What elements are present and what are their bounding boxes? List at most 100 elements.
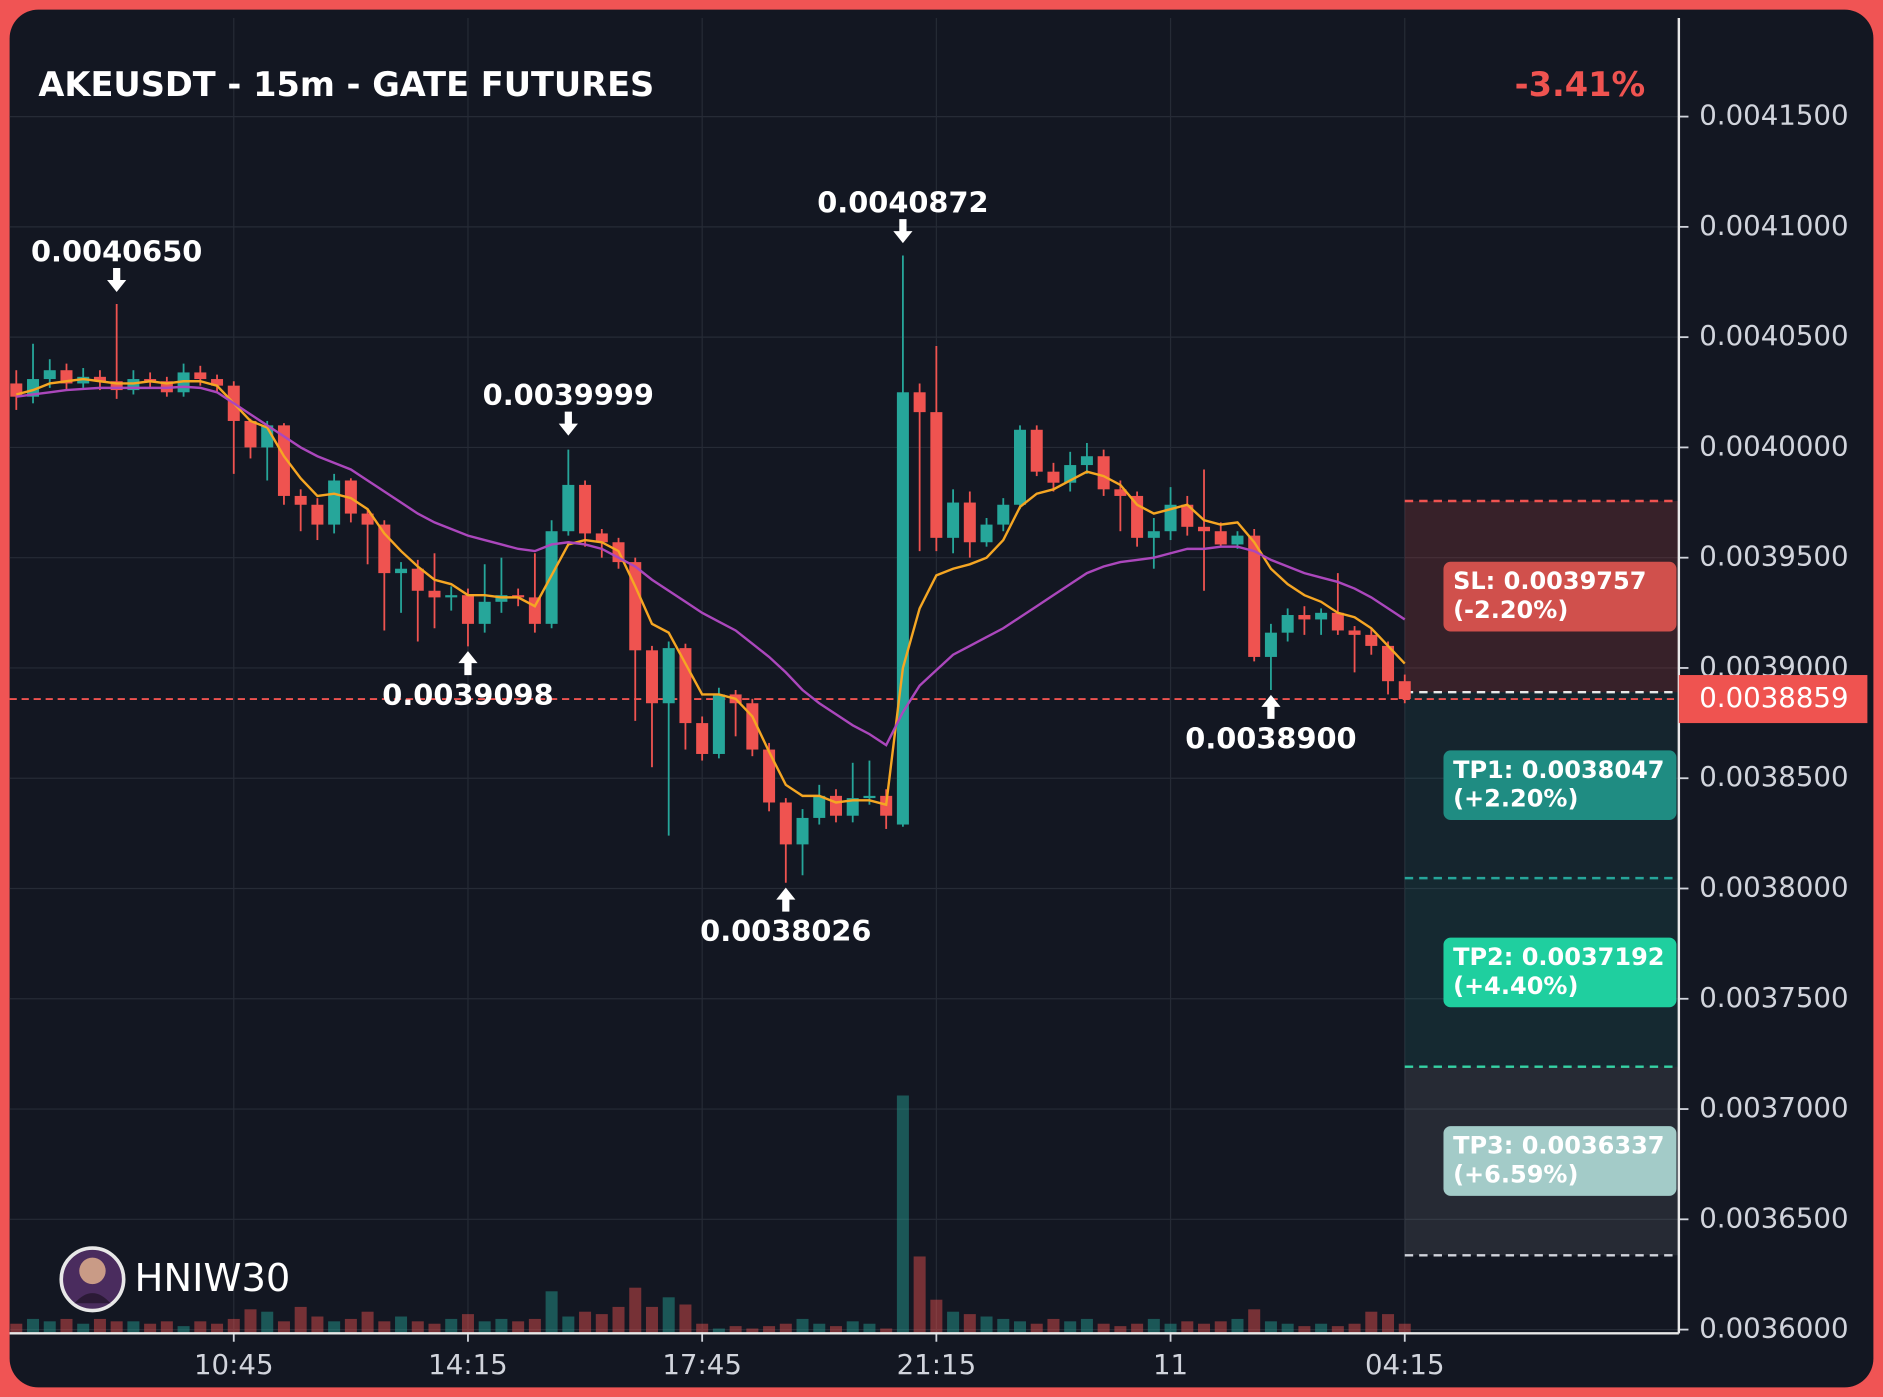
volume-bar: [1281, 1323, 1294, 1334]
candle-body: [896, 392, 909, 825]
candle-body: [1114, 489, 1127, 496]
candle-body: [712, 694, 725, 754]
x-tick-label: 11: [1153, 1348, 1188, 1381]
volume-bar: [1181, 1321, 1194, 1334]
candle-body: [244, 420, 257, 448]
x-tick-label: 10:45: [194, 1348, 274, 1381]
volume-bar: [1315, 1323, 1328, 1334]
candle-body: [1298, 615, 1311, 620]
volume-bar: [1214, 1321, 1227, 1334]
volume-bar: [545, 1291, 558, 1334]
candle-body: [579, 484, 592, 534]
candle-body: [1281, 615, 1294, 633]
volume-bar: [1080, 1318, 1093, 1334]
annotation-label: 0.0040872: [817, 186, 988, 220]
annotation-label: 0.0039098: [382, 678, 553, 712]
annotation-label: 0.0038900: [1185, 721, 1356, 755]
volume-bar: [311, 1316, 324, 1334]
candle-body: [43, 370, 56, 380]
candle-body: [461, 595, 474, 624]
candle-body: [1331, 612, 1344, 631]
level-box: [1443, 561, 1677, 632]
volume-bar: [1298, 1326, 1311, 1334]
volume-bar: [177, 1326, 190, 1334]
annotation-arrow: [107, 268, 127, 293]
y-tick-label: 0.0037000: [1699, 1091, 1848, 1124]
volume-bar: [1013, 1321, 1027, 1334]
candle-body: [963, 502, 976, 543]
volume-bar: [1164, 1323, 1177, 1334]
annotation-label: 0.0040650: [31, 235, 202, 269]
level-label: TP1: 0.0038047: [1453, 756, 1664, 784]
volume-bar: [461, 1314, 474, 1334]
annotation-arrow: [893, 219, 913, 244]
volume-bar: [579, 1311, 592, 1334]
volume-bar: [662, 1297, 675, 1334]
level-box: [1443, 750, 1677, 821]
volume-bar: [1348, 1323, 1361, 1334]
x-tick-label: 04:15: [1365, 1348, 1445, 1381]
ma-line: [16, 385, 1406, 747]
volume-bar: [779, 1323, 792, 1334]
volume-bar: [378, 1321, 391, 1334]
volume-bar: [763, 1326, 776, 1334]
volume-bar: [227, 1318, 240, 1334]
candle-body: [411, 568, 424, 591]
volume-bar: [277, 1321, 290, 1334]
y-tick-label: 0.0036000: [1699, 1312, 1848, 1345]
avatar-face: [79, 1257, 106, 1285]
volume-bar: [1382, 1314, 1395, 1334]
volume-bar: [27, 1318, 40, 1334]
candle-body: [1348, 630, 1361, 635]
candle-body: [696, 723, 709, 754]
level-label: TP3: 0.0036337: [1453, 1132, 1664, 1160]
candle-body: [328, 480, 341, 525]
candle-body: [679, 648, 692, 724]
level-label: SL: 0.0039757: [1453, 567, 1646, 595]
candle-body: [1264, 632, 1277, 657]
volume-bar: [729, 1326, 742, 1334]
last-price-tag: [1678, 675, 1868, 724]
y-tick-label: 0.0041500: [1699, 99, 1848, 132]
candle-body: [930, 412, 943, 538]
candle-body: [211, 379, 224, 386]
volume-bar: [1231, 1318, 1244, 1334]
volume-bar: [963, 1314, 976, 1334]
candle-body: [846, 798, 859, 816]
volume-bar: [696, 1323, 709, 1334]
volume-bar: [395, 1316, 408, 1334]
volume-bar: [361, 1311, 374, 1334]
candle-body: [528, 597, 541, 624]
volume-bar: [1064, 1321, 1077, 1334]
volume-bar: [1030, 1323, 1043, 1334]
candle-body: [1382, 645, 1395, 682]
volume-bar: [244, 1309, 257, 1334]
volume-bar: [595, 1314, 608, 1334]
volume-bar: [980, 1316, 993, 1334]
volume-bar: [913, 1256, 926, 1334]
volume-bar: [1264, 1321, 1277, 1334]
y-tick-label: 0.0036500: [1699, 1201, 1848, 1234]
level-label: TP2: 0.0037192: [1453, 943, 1664, 971]
volume-bar: [194, 1321, 207, 1334]
candle-body: [829, 795, 842, 816]
candle-body: [980, 524, 993, 543]
y-tick-label: 0.0040000: [1699, 429, 1848, 462]
candle-body: [1080, 456, 1093, 466]
ma-line: [15, 377, 1406, 807]
avatar-body: [74, 1293, 111, 1304]
volume-bar: [43, 1321, 56, 1334]
candle-body: [1047, 471, 1060, 483]
chart-title: AKEUSDT - 15m - GATE FUTURES: [38, 65, 654, 104]
volume-bar: [1097, 1323, 1110, 1334]
volume-bar: [612, 1306, 625, 1334]
volume-bar: [947, 1311, 960, 1334]
volume-bar: [428, 1323, 441, 1334]
volume-bar: [829, 1326, 842, 1334]
volume-bar: [1131, 1323, 1144, 1334]
candle-body: [1231, 535, 1244, 545]
volume-bar: [1248, 1309, 1261, 1334]
volume-bar: [512, 1321, 525, 1334]
y-tick-label: 0.0038000: [1699, 870, 1848, 903]
